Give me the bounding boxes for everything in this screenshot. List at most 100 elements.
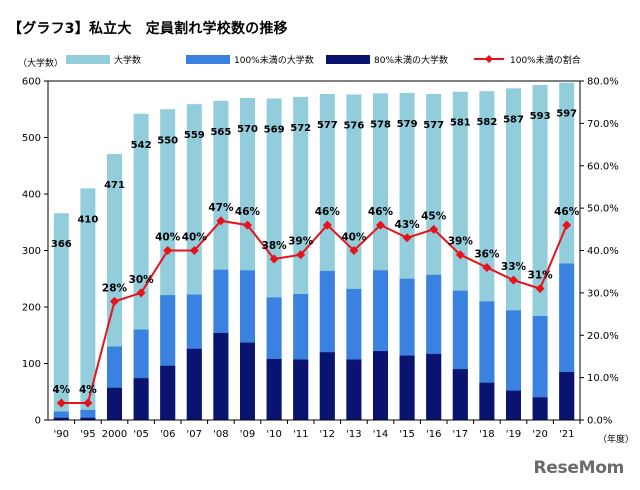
ratio-marker [110, 296, 119, 306]
x-tick-label: '05 [133, 429, 148, 440]
bars-under-80 [53, 332, 575, 420]
legend: 大学数 100%未満の大学数 80%未満の大学数 100%未満の割合 [66, 54, 581, 66]
x-tick-label: '19 [506, 429, 521, 440]
bar-total-value-label: 569 [264, 125, 285, 136]
left-tick-label: 600 [22, 77, 41, 88]
ratio-value-label: 46% [554, 206, 580, 218]
bar-total-value-label: 366 [51, 239, 72, 250]
left-tick-label: 500 [22, 133, 41, 144]
x-tick-label: '13 [346, 429, 361, 440]
right-tick-label: 10.0% [587, 373, 619, 384]
right-tick-label: 60.0% [587, 161, 619, 172]
right-tick-label: 50.0% [587, 204, 619, 215]
x-tick-label: '16 [426, 429, 441, 440]
bar-under-80 [213, 332, 229, 420]
ratio-value-label: 4% [52, 384, 70, 396]
bar-total-value-label: 577 [423, 120, 444, 131]
ratio-value-label: 39% [448, 236, 474, 248]
right-tick-label: 20.0% [587, 331, 619, 342]
left-tick-label: 300 [22, 246, 41, 257]
bar-total [53, 213, 69, 420]
axes: 0 100 200 300 400 500 600 0.0% 10.0% 20.0% 30.0% 40… [18, 57, 634, 445]
ratio-marker [322, 220, 332, 230]
legend-label: 大学数 [114, 54, 141, 66]
bar-under-80 [319, 352, 335, 420]
x-tick-label: '17 [453, 429, 468, 440]
ratio-value-label: 30% [129, 274, 155, 286]
bar-under-80 [107, 387, 122, 420]
legend-swatch [326, 55, 370, 64]
bar-total-value-label: 587 [503, 114, 524, 125]
bar-under-80 [532, 397, 548, 420]
ratio-marker [376, 220, 385, 230]
ratio-marker [562, 220, 572, 230]
ratio-value-label: 33% [501, 261, 527, 273]
ratio-value-label: 46% [368, 206, 394, 218]
bar-under-80 [240, 342, 255, 420]
ratio-marker [402, 233, 412, 243]
legend-marker [485, 55, 493, 63]
bar-total [80, 188, 96, 420]
bar-under-80 [53, 417, 69, 420]
bar-under-80 [506, 390, 521, 420]
ratio-value-label: 43% [395, 219, 421, 231]
bar-under-80 [426, 353, 442, 420]
ratio-marker [163, 246, 173, 255]
x-axis-unit: （年度） [598, 433, 634, 445]
ratio-marker [535, 284, 545, 294]
x-tick-label: '95 [80, 429, 95, 440]
data-labels: 366 410 471 542 550 559 565 570 569 572 577 576 578 5… [51, 109, 580, 396]
legend-label: 100%未満の大学数 [234, 54, 314, 66]
x-tick-label: '06 [160, 429, 175, 440]
ratio-line [56, 216, 572, 408]
x-tick-label: 2000 [102, 429, 127, 440]
ratio-value-label: 40% [341, 232, 367, 244]
ratio-marker [509, 275, 518, 285]
right-tick-label: 0.0% [587, 416, 612, 427]
legend-label: 80%未満の大学数 [374, 54, 448, 66]
bar-total-value-label: 578 [370, 119, 391, 130]
ratio-value-label: 31% [528, 270, 554, 282]
bar-under-80 [399, 355, 415, 420]
legend-swatch [66, 55, 110, 64]
ratio-marker [429, 224, 439, 234]
bar-under-100 [532, 316, 548, 420]
x-tick-label: '09 [240, 429, 255, 440]
bar-total-value-label: 581 [450, 118, 471, 129]
bar-total-value-label: 410 [77, 214, 98, 225]
ratio-marker [269, 254, 279, 264]
ratio-value-label: 40% [182, 232, 208, 244]
ratio-marker [482, 262, 492, 272]
right-tick-label: 30.0% [587, 288, 619, 299]
bar-under-80 [452, 369, 468, 420]
plot-frame [47, 80, 581, 421]
ratio-value-label: 4% [79, 384, 97, 396]
ratio-value-label: 45% [421, 210, 447, 222]
ratio-marker [243, 220, 252, 230]
bar-total-value-label: 471 [104, 180, 125, 191]
ratio-value-label: 39% [288, 236, 314, 248]
x-tick-label: '21 [559, 429, 574, 440]
ratio-value-label: 46% [235, 206, 261, 218]
ratio-marker [296, 250, 306, 260]
bar-under-80 [373, 351, 388, 420]
x-tick-label: '07 [187, 429, 202, 440]
ratio-polyline [61, 219, 568, 405]
bar-under-100 [53, 411, 69, 420]
ratio-value-label: 46% [315, 206, 341, 218]
bar-total-value-label: 579 [397, 119, 418, 130]
bar-total-value-label: 597 [556, 109, 577, 120]
bar-under-80 [293, 359, 309, 420]
x-tick-label: '12 [320, 429, 335, 440]
ratio-marker [136, 288, 146, 298]
x-tick-label: '08 [213, 429, 228, 440]
ratio-marker [83, 398, 93, 408]
left-axis-unit: （大学数） [18, 57, 63, 69]
watermark-logo: ReseMom [534, 458, 625, 478]
left-tick-label: 400 [22, 190, 41, 201]
legend-swatch [186, 55, 230, 64]
bar-total-value-label: 565 [210, 127, 231, 138]
bar-under-80 [559, 371, 575, 420]
bar-total-value-label: 572 [290, 123, 311, 134]
